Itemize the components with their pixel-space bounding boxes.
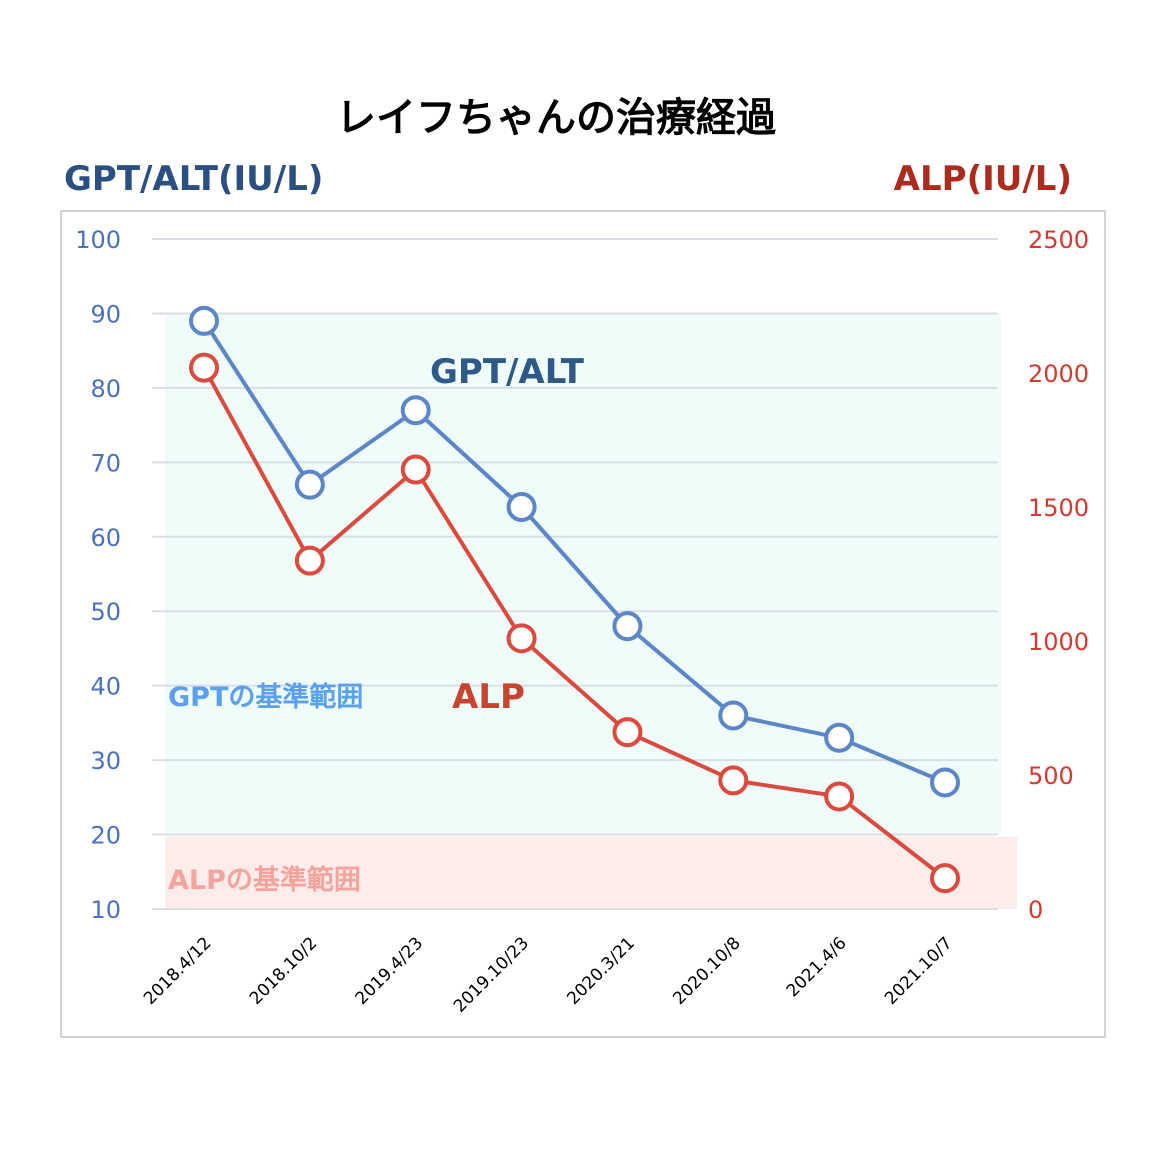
- chart-title: レイフちゃんの治療経過: [336, 95, 777, 141]
- inline-labels: GPT/ALT ALP GPTの基準範囲 ALPの基準範囲: [168, 352, 585, 896]
- series-line-alp: [202, 366, 947, 880]
- data-point-alp: [824, 781, 855, 812]
- left-tick-label: 70: [90, 449, 121, 477]
- left-tick-label: 40: [90, 673, 121, 701]
- data-point-gpt-alt: [294, 469, 325, 500]
- left-tick-label: 20: [90, 822, 121, 850]
- right-tick-label: 2000: [1028, 360, 1089, 388]
- right-tick-label: 0: [1028, 896, 1043, 924]
- left-axis-title: GPT/ALT(IU/L): [64, 159, 323, 199]
- left-tick-label: 10: [90, 896, 121, 924]
- left-tick-label: 30: [90, 747, 121, 775]
- data-point-alp: [189, 352, 219, 383]
- right-tick-label: 2500: [1028, 226, 1089, 254]
- band-label-alp: ALPの基準範囲: [168, 864, 361, 896]
- left-tick-label: 60: [90, 524, 121, 552]
- right-tick-label: 1500: [1028, 494, 1089, 522]
- right-tick-label: 500: [1028, 762, 1074, 790]
- data-point-gpt-alt: [930, 767, 960, 798]
- series-layer: [189, 305, 960, 894]
- left-tick-label: 100: [75, 226, 121, 254]
- reference-band-2: [165, 836, 1017, 909]
- left-axis-ticks: 100 90 80 70 60 50 40 30 20 10: [75, 226, 121, 924]
- series-label-gpt-alt: GPT/ALT: [430, 352, 585, 392]
- series-line-gpt-alt: [202, 319, 946, 785]
- right-tick-label: 1000: [1028, 628, 1089, 656]
- left-tick-label: 90: [90, 300, 121, 328]
- data-point-gpt-alt: [189, 305, 219, 336]
- data-point-gpt-alt: [400, 395, 431, 426]
- data-point-gpt-alt: [718, 700, 749, 731]
- data-point-alp: [718, 765, 749, 796]
- series-label-alp: ALP: [452, 677, 525, 717]
- data-point-alp: [294, 545, 325, 576]
- band-label-gpt: GPTの基準範囲: [168, 681, 363, 713]
- data-point-alp: [612, 717, 643, 748]
- right-axis-ticks: 2500 2000 1500 1000 500 0: [1028, 226, 1089, 924]
- left-tick-label: 50: [90, 598, 121, 626]
- data-point-gpt-alt: [824, 722, 855, 753]
- right-axis-title: ALP(IU/L): [894, 159, 1072, 199]
- left-tick-label: 80: [90, 375, 121, 403]
- data-point-gpt-alt: [612, 611, 643, 642]
- data-point-alp: [930, 863, 960, 894]
- data-point-alp: [400, 454, 431, 485]
- data-point-gpt-alt: [506, 492, 537, 522]
- data-point-alp: [506, 623, 537, 654]
- gridlines: [152, 238, 998, 910]
